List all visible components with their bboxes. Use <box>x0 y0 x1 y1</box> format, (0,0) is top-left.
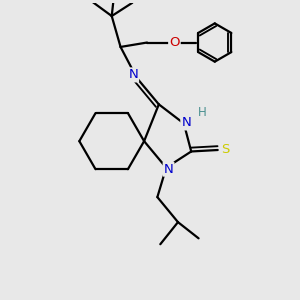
Text: S: S <box>221 143 229 157</box>
Text: N: N <box>164 163 173 176</box>
Text: N: N <box>128 68 138 81</box>
Text: N: N <box>181 116 191 129</box>
Text: O: O <box>169 36 180 49</box>
Text: H: H <box>198 106 206 119</box>
